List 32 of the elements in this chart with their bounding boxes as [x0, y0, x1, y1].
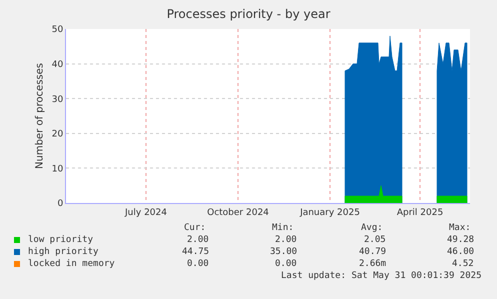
- y-tick-label: 0: [57, 199, 64, 210]
- y-tick-label: 20: [52, 130, 64, 140]
- text: Max:: [449, 223, 471, 233]
- legend-label: low priority: [28, 235, 94, 245]
- text: 44.75: [182, 247, 210, 257]
- x-tick-label: April 2025: [396, 208, 444, 218]
- text: Cur:: [184, 223, 206, 233]
- text: Avg:: [361, 223, 383, 233]
- text: 0.00: [275, 259, 297, 269]
- text: 2.00: [275, 235, 297, 245]
- text: 49.28: [447, 235, 474, 245]
- chart-title: Processes priority - by year: [166, 7, 330, 22]
- y-tick-label: 10: [52, 164, 64, 174]
- text: Min:: [272, 223, 294, 233]
- text: Last update: Sat May 31 00:01:39 2025: [281, 271, 482, 281]
- text: 40.79: [359, 247, 386, 257]
- text: 2.00: [187, 235, 209, 245]
- y-axis-title: Number of processes: [34, 63, 46, 169]
- y-tick-label: 50: [52, 25, 64, 36]
- text: 35.00: [270, 247, 298, 257]
- text: 2.66m: [359, 259, 386, 269]
- text: 2.05: [364, 235, 386, 245]
- y-tick-label: 30: [52, 94, 64, 105]
- x-tick-label: July 2024: [124, 208, 168, 218]
- text: 4.52: [452, 259, 474, 269]
- x-tick-label: January 2025: [299, 208, 360, 218]
- legend-label: high priority: [28, 247, 100, 257]
- x-tick-label: October 2024: [207, 208, 270, 218]
- text: 0.00: [187, 259, 209, 269]
- legend-label: locked in memory: [28, 259, 116, 269]
- text: 46.00: [447, 247, 474, 257]
- y-tick-label: 40: [52, 60, 64, 70]
